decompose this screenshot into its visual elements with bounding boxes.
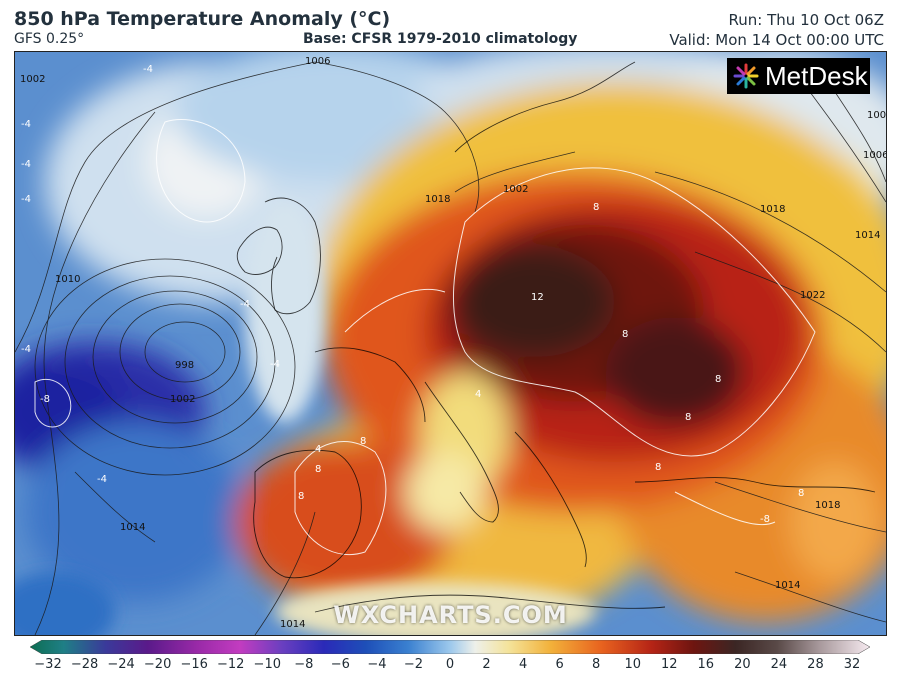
- colorbar-tick-label: 16: [697, 657, 715, 672]
- colorbar-tick-label: 10: [624, 657, 641, 672]
- anomaly-label: -4: [21, 344, 31, 355]
- anomaly-label: -8: [40, 394, 50, 405]
- isobar-label: 1014: [120, 522, 145, 533]
- colorbar-tick-label: 20: [734, 657, 751, 672]
- metdesk-logo: MetDesk: [727, 58, 870, 94]
- valid-time-label: Valid: Mon 14 Oct 00:00 UTC: [669, 31, 884, 49]
- isobar-label: 1002: [503, 184, 528, 195]
- logo-wordmark: MetDesk: [765, 60, 868, 91]
- anomaly-label: 8: [593, 202, 599, 213]
- anomaly-label: 8: [655, 462, 661, 473]
- anomaly-contours: [34, 119, 816, 556]
- anomaly-label: 8: [298, 491, 304, 502]
- isobar-label: 1002: [20, 74, 45, 85]
- colorbar-tick-label: −6: [330, 657, 350, 672]
- isobar-label: 1014: [280, 619, 305, 630]
- colorbar-tick-label: −4: [367, 657, 387, 672]
- colorbar-tick-label: 24: [770, 657, 788, 672]
- anomaly-label: 8: [798, 488, 804, 499]
- anomaly-label: 8: [685, 412, 691, 423]
- anomaly-label: -8: [760, 514, 770, 525]
- colorbar-ticks: −32 −28 −24 −20 −16 −12 −10 −8 −6 −4 −2 0 2 4 6 8 10 12 16…: [30, 657, 870, 677]
- anomaly-label: -4: [21, 119, 31, 130]
- colorbar-tick-label: 4: [518, 657, 528, 672]
- anomaly-label: 8: [360, 436, 366, 447]
- colorbar-tick-label: 6: [555, 657, 564, 672]
- anomaly-labels: -4 -4 -4 -4 -4 -4 -8 -4 -4 12 8 8 8 8 8 …: [21, 64, 804, 525]
- isobar-labels: 1006 1002 998 1002 1010 1018 1014 1022 1…: [20, 56, 886, 630]
- anomaly-label: 12: [531, 292, 544, 303]
- isobar-label: 998: [175, 360, 194, 371]
- colorbar-tick-label: −16: [180, 657, 208, 672]
- anomaly-label: -4: [21, 194, 31, 205]
- colorbar-tick-label: −10: [253, 657, 281, 672]
- run-label: Run: Thu 10 Oct 06Z: [728, 11, 884, 29]
- colorbar-tick-label: −8: [294, 657, 314, 672]
- isobars: [15, 61, 886, 635]
- metdesk-starburst-icon: [733, 63, 759, 89]
- anomaly-field: [15, 52, 886, 632]
- isobar-label: 1018: [760, 204, 785, 215]
- isobar-label: 1014: [775, 580, 800, 591]
- anomaly-label: 4: [315, 444, 321, 455]
- map-canvas: 1006 1002 998 1002 1010 1018 1014 1022 1…: [15, 52, 886, 635]
- colorbar-gradient: [30, 640, 870, 654]
- anomaly-label: -4: [97, 474, 107, 485]
- colorbar-tick-label: −28: [70, 657, 99, 672]
- anomaly-label: -4: [21, 159, 31, 170]
- coastlines: [236, 61, 876, 613]
- colorbar-tick-label: 28: [807, 657, 824, 672]
- isobar-label: 1010: [55, 274, 80, 285]
- anomaly-label: 4: [475, 389, 481, 400]
- anomaly-label: -4: [270, 359, 280, 370]
- colorbar-tick-label: −12: [217, 657, 245, 672]
- watermark: WXCHARTS.COM: [333, 601, 568, 629]
- colorbar-tick-label: 8: [592, 657, 601, 672]
- climatology-base-label: Base: CFSR 1979-2010 climatology: [303, 31, 578, 47]
- isobar-label: 1022: [800, 290, 825, 301]
- anomaly-label: 8: [315, 464, 321, 475]
- anomaly-label: 8: [622, 329, 628, 340]
- colorbar-tick-label: 12: [660, 657, 678, 672]
- model-label: GFS 0.25°: [14, 31, 85, 47]
- colorbar-tick-label: 0: [445, 657, 455, 672]
- isobar-label: 1002: [867, 110, 886, 121]
- colorbar-tick-label: −24: [107, 657, 135, 672]
- colorbar-tick-label: 32: [843, 657, 861, 672]
- colorbar-tick-label: −2: [403, 657, 424, 672]
- colorbar: [30, 640, 870, 654]
- chart-title: 850 hPa Temperature Anomaly (°C): [14, 8, 391, 30]
- anomaly-label: -4: [240, 299, 250, 310]
- anomaly-detail: [15, 202, 595, 635]
- isobar-label: 1002: [170, 394, 195, 405]
- anomaly-label: 8: [715, 374, 721, 385]
- colorbar-tick-label: −20: [143, 657, 172, 672]
- isobar-label: 1018: [815, 500, 840, 511]
- anomaly-label: -4: [143, 64, 153, 75]
- colorbar-tick-label: 2: [482, 657, 491, 672]
- isobar-label: 1006: [863, 150, 886, 161]
- isobar-label: 1014: [855, 230, 880, 241]
- isobar-label: 1006: [305, 56, 330, 67]
- isobar-label: 1018: [425, 194, 450, 205]
- anomaly-map: 1006 1002 998 1002 1010 1018 1014 1022 1…: [14, 51, 887, 636]
- colorbar-tick-label: −32: [34, 657, 62, 672]
